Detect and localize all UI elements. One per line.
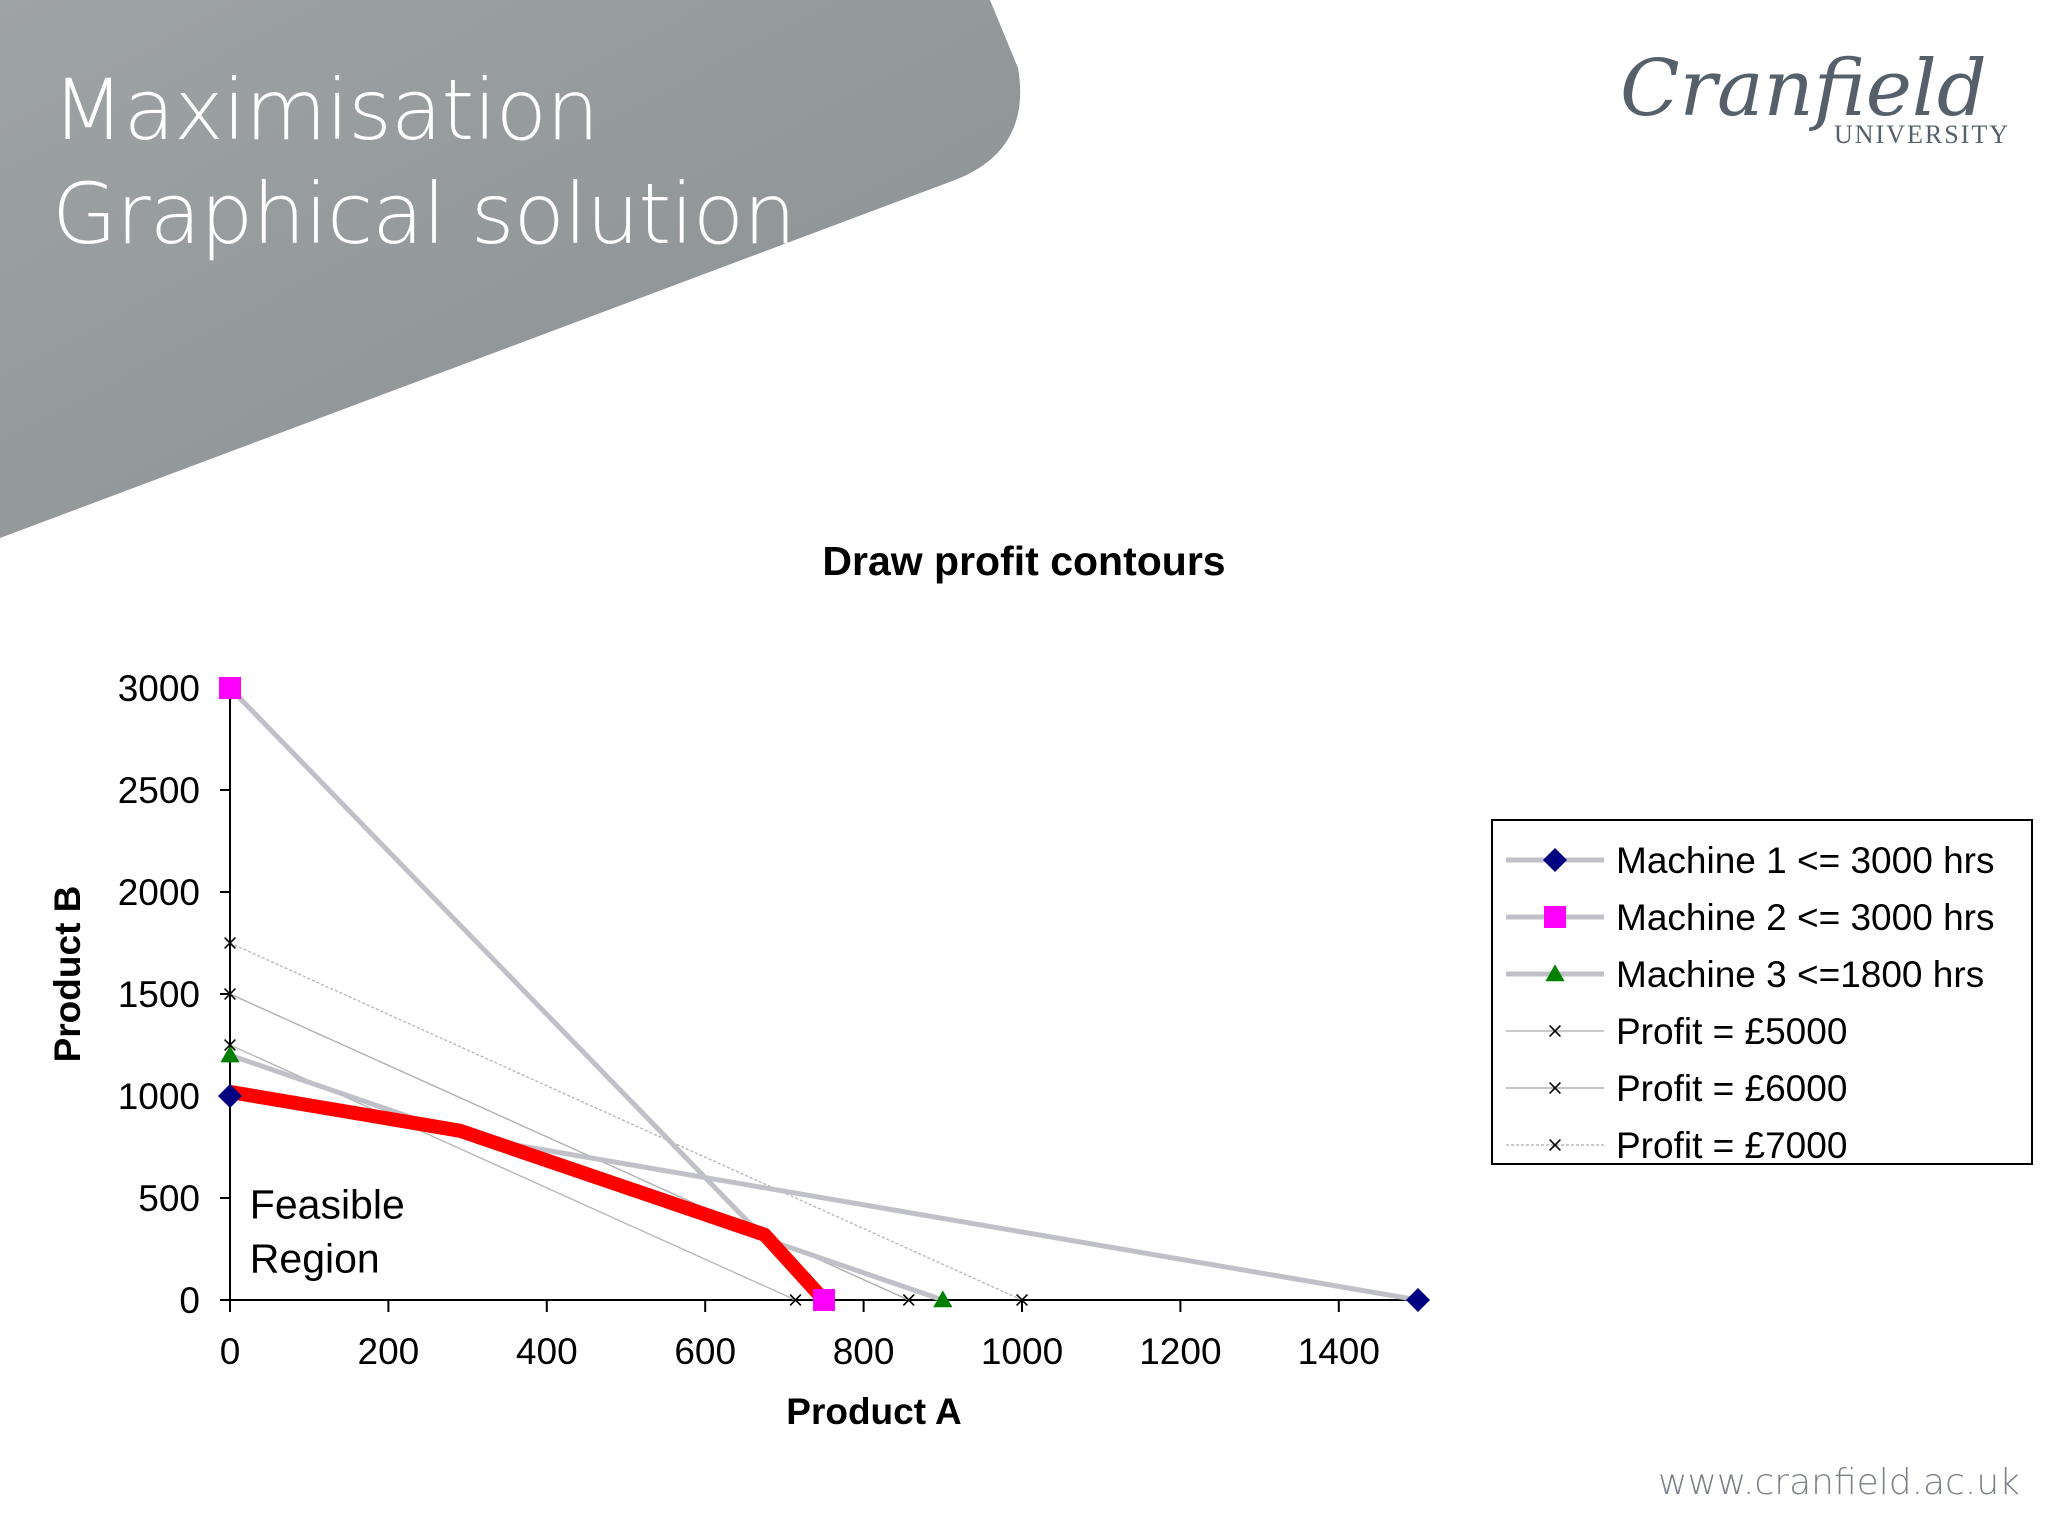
chart-layer: Draw profit contours05001000150020002500… — [47, 538, 2033, 1432]
series-2-point — [219, 677, 241, 699]
legend-entry: Machine 3 <=1800 hrs — [1616, 954, 1984, 995]
x-tick-label: 1200 — [1139, 1331, 1221, 1372]
x-tick-label: 1000 — [981, 1331, 1063, 1372]
feasible-region-boundary — [228, 1085, 830, 1305]
y-tick-label: 2000 — [118, 872, 200, 913]
series-2-point — [813, 1289, 835, 1311]
y-tick-label: 500 — [138, 1178, 200, 1219]
legend-swatch-marker — [1543, 848, 1567, 872]
y-tick-label: 1000 — [118, 1076, 200, 1117]
x-tick-label: 200 — [358, 1331, 420, 1372]
series-4-point — [224, 1039, 236, 1051]
legend-entry: Profit = £5000 — [1616, 1011, 1847, 1052]
y-tick-label: 1500 — [118, 974, 200, 1015]
logo-subtitle: UNIVERSITY — [1834, 120, 2010, 149]
legend-entry: Machine 1 <= 3000 hrs — [1616, 840, 1994, 881]
x-tick-label: 600 — [674, 1331, 736, 1372]
slide-title-line-2: Graphical solution — [52, 165, 796, 263]
series-line-2 — [228, 686, 826, 1302]
footer-url: www.cranfield.ac.uk — [1658, 1462, 2021, 1503]
legend-swatch-marker — [1544, 906, 1566, 928]
slide-title-line-1: Maximisation — [52, 61, 599, 159]
legend-entry: Profit = £6000 — [1616, 1068, 1847, 1109]
feasible-region-label-line-1: Feasible — [250, 1181, 405, 1227]
header-banner — [0, 0, 1021, 538]
x-tick-label: 800 — [833, 1331, 895, 1372]
y-tick-label: 0 — [179, 1280, 200, 1321]
logo-wordmark: Cranfield — [1620, 44, 1987, 134]
chart-title: Draw profit contours — [822, 538, 1225, 584]
series-5-point — [902, 1294, 915, 1306]
feasible-region-label-line-2: Region — [250, 1235, 380, 1281]
x-axis-title: Product A — [786, 1391, 961, 1432]
series-3-point — [933, 1290, 953, 1308]
y-axis-title: Product B — [47, 886, 88, 1063]
legend-swatch-marker — [1549, 1082, 1561, 1094]
profit-contour-chart: Draw profit contours05001000150020002500… — [47, 538, 2033, 1432]
y-tick-label: 2500 — [118, 770, 200, 811]
university-logo: Cranfield UNIVERSITY — [1620, 50, 2010, 160]
x-tick-label: 1400 — [1298, 1331, 1380, 1372]
legend-swatch-marker — [1549, 1025, 1561, 1037]
series-6-point — [224, 937, 236, 949]
legend-entry: Machine 2 <= 3000 hrs — [1616, 897, 1994, 938]
legend-swatch-marker — [1549, 1139, 1561, 1151]
series-3-point — [220, 1045, 240, 1063]
series-5-point — [224, 988, 236, 1000]
x-tick-label: 400 — [516, 1331, 578, 1372]
legend-box — [1491, 819, 2033, 1165]
header-banner-shape — [0, 0, 1021, 538]
legend-swatch-marker — [1545, 964, 1565, 982]
series-1-point — [1406, 1288, 1430, 1312]
series-6-point — [1016, 1294, 1028, 1306]
series-4-point — [789, 1294, 802, 1306]
series-1-point — [218, 1084, 242, 1108]
legend-entry: Profit = £7000 — [1616, 1125, 1847, 1166]
x-tick-label: 0 — [220, 1331, 241, 1372]
y-tick-label: 3000 — [118, 668, 200, 709]
